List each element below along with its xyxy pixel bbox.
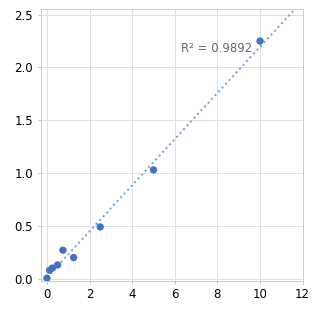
- Point: [44, 276, 49, 281]
- Point: [55, 262, 60, 267]
- Point: [61, 248, 66, 253]
- Point: [257, 39, 262, 44]
- Point: [47, 268, 52, 273]
- Point: [151, 168, 156, 173]
- Text: R² = 0.9892: R² = 0.9892: [181, 42, 252, 55]
- Point: [71, 255, 76, 260]
- Point: [98, 224, 103, 229]
- Point: [50, 266, 55, 271]
